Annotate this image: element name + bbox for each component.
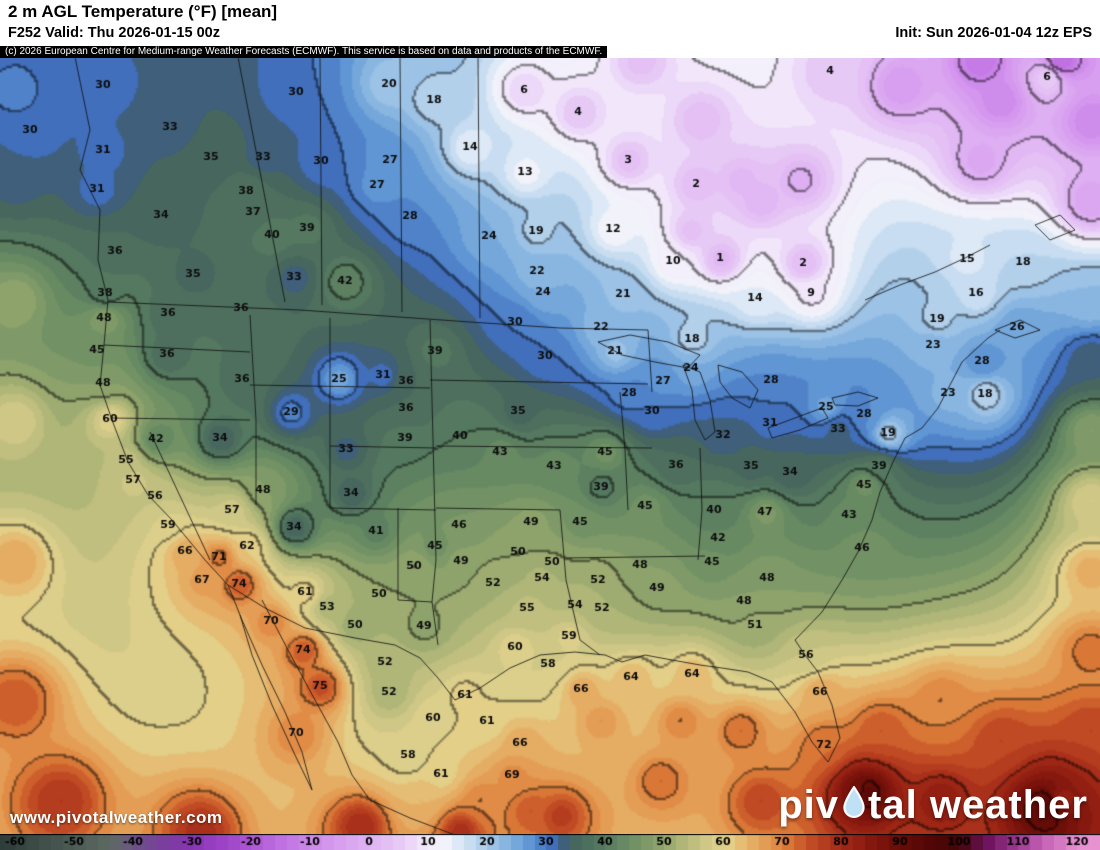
init-time-label: Init: Sun 2026-01-04 12z EPS bbox=[895, 25, 1092, 41]
water-drop-icon bbox=[839, 783, 868, 828]
colorbar-legend bbox=[0, 834, 1100, 850]
forecast-meta-row: F252 Valid: Thu 2026-01-15 00z Init: Sun… bbox=[8, 25, 1092, 41]
temperature-map-canvas bbox=[0, 58, 1100, 834]
brand-watermark: piv tal weather bbox=[778, 783, 1088, 828]
brand-text-left: piv bbox=[778, 783, 840, 827]
copyright-bar: (c) 2026 European Centre for Medium-rang… bbox=[0, 46, 608, 58]
valid-time-label: F252 Valid: Thu 2026-01-15 00z bbox=[8, 25, 220, 41]
site-watermark: www.pivotalweather.com bbox=[10, 808, 223, 827]
brand-text-right: tal weather bbox=[868, 783, 1088, 827]
page-title: 2 m AGL Temperature (°F) [mean] bbox=[8, 2, 278, 21]
